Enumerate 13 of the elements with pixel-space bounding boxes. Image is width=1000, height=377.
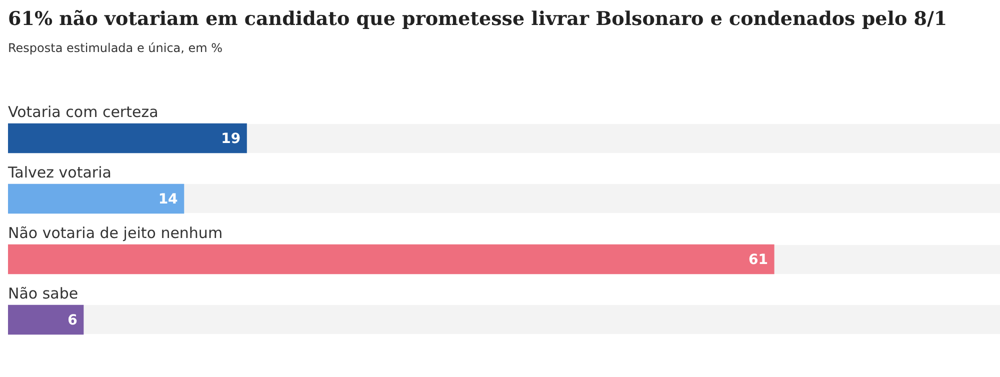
bar [8, 184, 184, 214]
data-label: 6 [68, 312, 78, 328]
y-tick-label: Não sabe [8, 284, 78, 303]
data-label: 19 [221, 130, 241, 147]
bar [8, 123, 247, 154]
data-label: 14 [158, 191, 178, 208]
y-tick-label: Talvez votaria [7, 164, 112, 182]
y-tick-label: Não votaria de jeito nenhum [8, 224, 223, 242]
chart-title: 61% não votariam em candidato que prometesse livrar Bolsonaro e condenados pelo 8/1 [8, 8, 948, 30]
chart-subtitle: Resposta estimulada e única, em % [8, 41, 223, 55]
y-tick-label: Votaria com certeza [8, 103, 158, 122]
data-label: 61 [748, 252, 768, 268]
bar [8, 304, 84, 335]
